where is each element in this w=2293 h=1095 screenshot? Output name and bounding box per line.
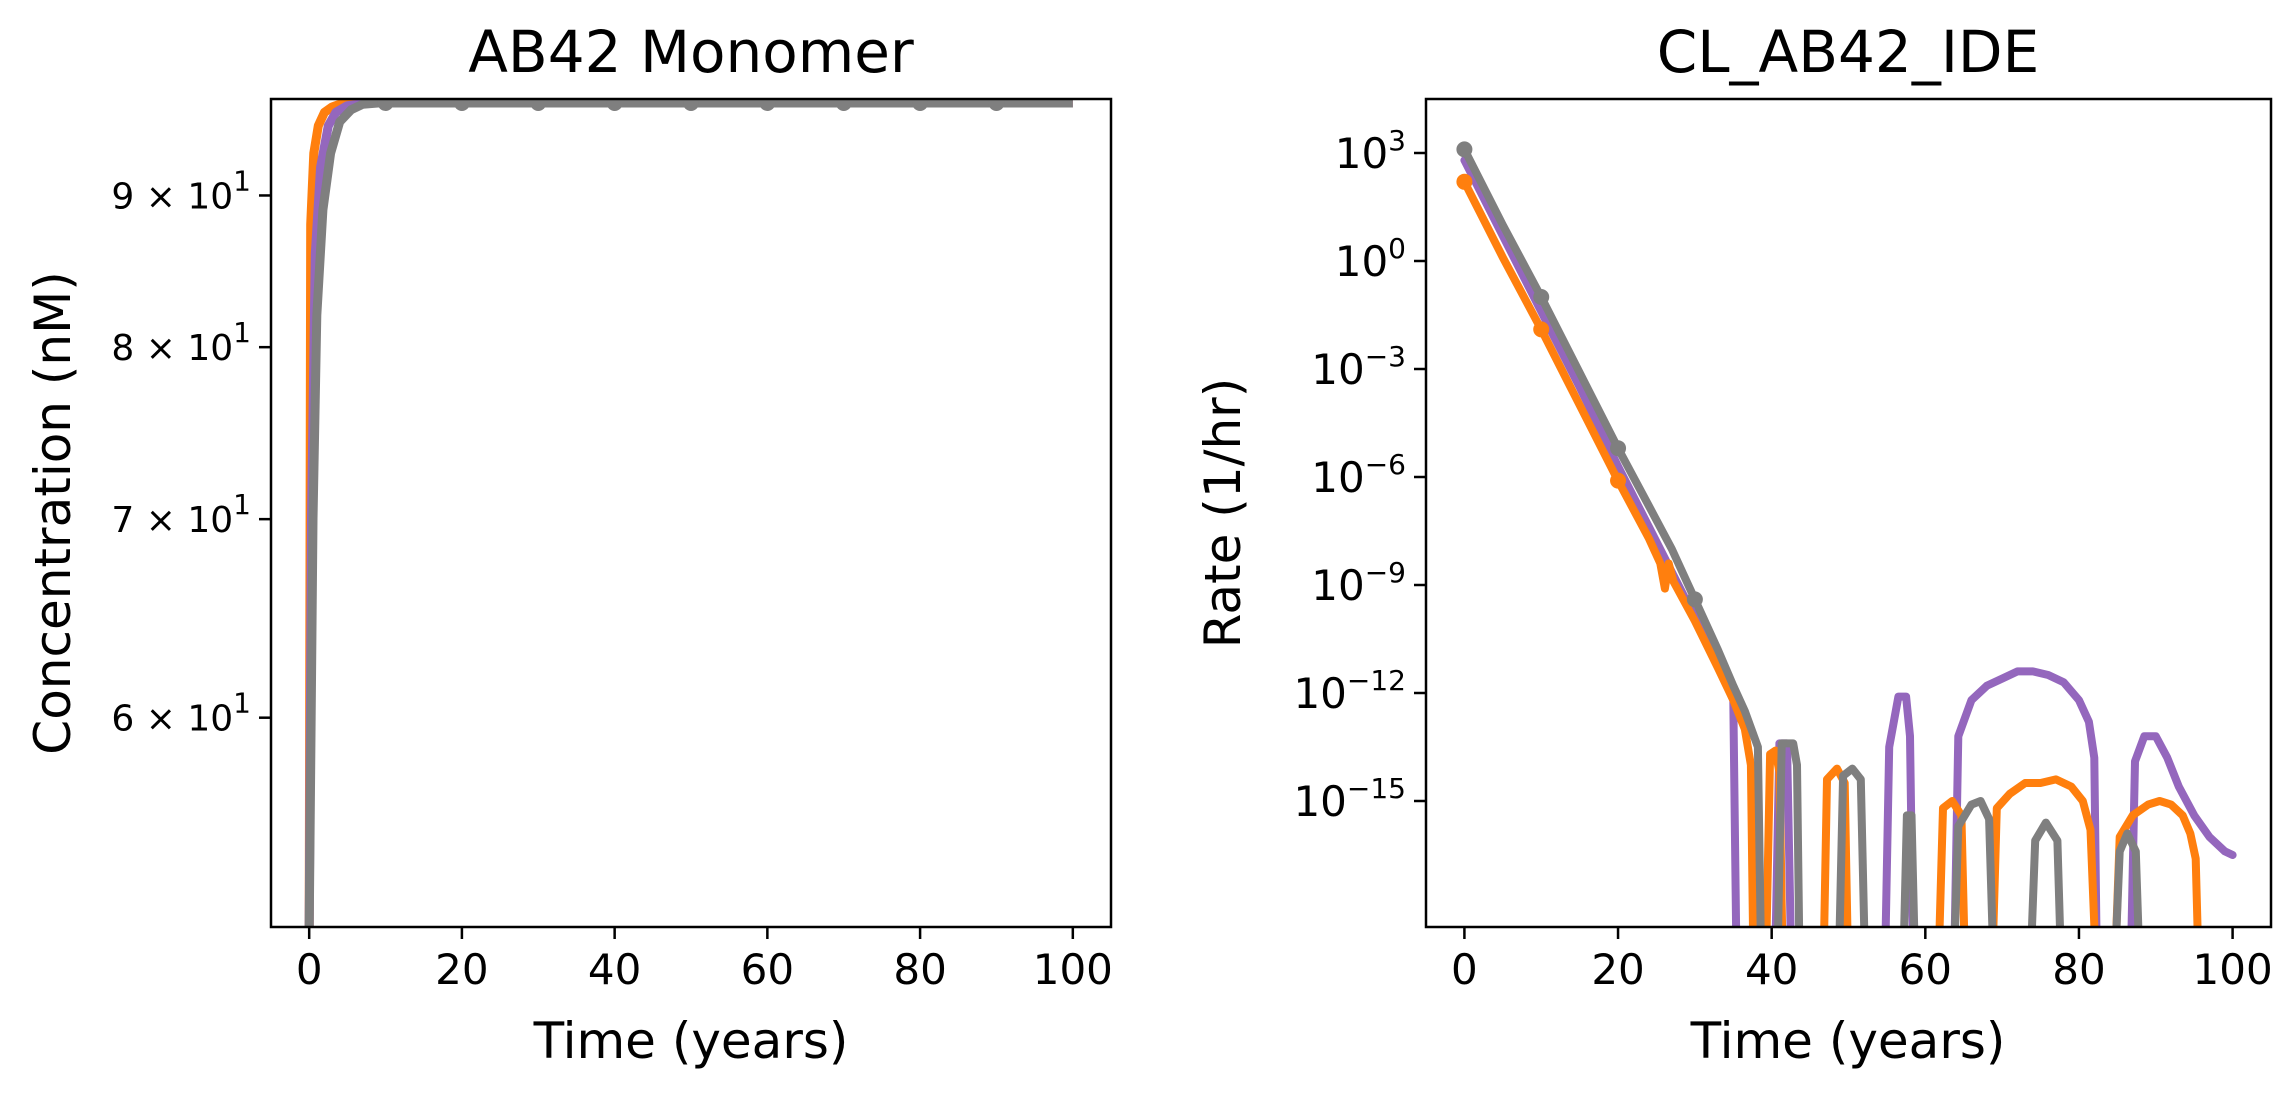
y-tick-label: 10−6	[1311, 448, 1406, 502]
y-tick-label: 103	[1335, 124, 1406, 178]
series-marker	[453, 99, 470, 111]
x-tick-label: 100	[2193, 945, 2273, 994]
series-marker	[1610, 440, 1627, 457]
y-axis-label: Rate (1/hr)	[1194, 378, 1252, 648]
y-axis-label: Concentration (nM)	[24, 271, 82, 754]
series-line-0	[304, 99, 1073, 927]
x-tick-label: 0	[296, 945, 323, 994]
y-tick-base: 10	[1311, 453, 1364, 502]
y-tick-exponent: −12	[1347, 664, 1406, 697]
chart-cl-ab42-ide: CL_AB42_IDE 0 20 40 60 80 100 10310010−310−61…	[1194, 18, 2273, 1070]
y-tick-base: 8 × 10	[111, 328, 233, 369]
series-line-1-segment-3	[1935, 797, 1969, 927]
x-tick-label: 80	[893, 945, 946, 994]
series-line-2-segment-5	[2027, 818, 2064, 927]
y-tick-base: 10	[1335, 237, 1388, 286]
series-line-2-segment-2	[1835, 764, 1869, 927]
x-tick-label: 60	[1899, 945, 1952, 994]
series-line-2	[304, 99, 1073, 927]
plot-area	[304, 99, 1073, 927]
y-tick-base: 10	[1293, 669, 1346, 718]
y-tick-exponent: −6	[1365, 448, 1406, 481]
x-axis-label: Time (years)	[1690, 1012, 2006, 1070]
chart-title: AB42 Monomer	[468, 18, 914, 86]
series-line-0-segment-4	[2127, 732, 2237, 927]
series-marker	[759, 99, 776, 111]
y-tick-label: 8 × 101	[111, 316, 251, 369]
series-line-0-segment-0	[1460, 156, 1741, 927]
series-marker	[1686, 591, 1703, 608]
x-tick-label: 0	[1451, 945, 1478, 994]
x-tick-label: 20	[435, 945, 488, 994]
y-tick-label: 10−15	[1293, 772, 1406, 826]
y-tick-base: 10	[1335, 129, 1388, 178]
axes-frame	[269, 97, 1113, 929]
series-line-2-segment-6	[2112, 829, 2143, 927]
series-line-2-segment-3	[1900, 811, 1919, 927]
series-marker	[683, 99, 699, 111]
y-tick-exponent: −3	[1365, 340, 1406, 373]
series-line-1-segment-4	[1989, 775, 2099, 927]
y-tick-label: 7 × 101	[111, 488, 251, 541]
y-tick-exponent: −15	[1347, 772, 1406, 805]
x-axis: 0 20 40 60 80 100	[296, 927, 1113, 994]
series-marker	[606, 99, 623, 111]
y-tick-label: 10−3	[1311, 340, 1406, 394]
series-line-1	[304, 99, 1073, 927]
y-tick-base: 6 × 10	[111, 699, 233, 740]
series-line-0-segment-3	[1950, 667, 2101, 927]
y-tick-base: 10	[1293, 777, 1346, 826]
series-marker	[1456, 141, 1473, 158]
series-line-2-segment-1	[1774, 739, 1804, 927]
series-marker	[1610, 472, 1627, 489]
y-tick-exponent: 1	[233, 316, 251, 349]
series-marker	[377, 99, 394, 111]
y-tick-exponent: 1	[233, 687, 251, 720]
series-marker	[1533, 289, 1550, 305]
y-tick-label: 10−12	[1293, 664, 1406, 718]
series-marker	[1456, 173, 1473, 190]
y-tick-base: 10	[1311, 561, 1364, 610]
y-tick-label: 6 × 101	[111, 687, 251, 740]
y-tick-exponent: 1	[233, 164, 251, 197]
x-axis-label: Time (years)	[533, 1012, 849, 1070]
y-tick-exponent: −9	[1365, 556, 1406, 589]
axes-frame	[1424, 97, 2273, 929]
y-tick-label: 100	[1335, 232, 1406, 286]
series-line-0-segment-2	[1881, 692, 1917, 927]
y-tick-base: 7 × 10	[111, 500, 233, 541]
series-line-1-segment-0	[1460, 177, 1757, 927]
series-marker	[1533, 321, 1550, 338]
series-marker	[530, 99, 547, 111]
y-tick-base: 9 × 10	[111, 176, 233, 217]
x-tick-label: 100	[1033, 945, 1113, 994]
y-tick-label: 10−9	[1311, 556, 1406, 610]
series-marker	[912, 99, 929, 111]
x-tick-label: 60	[741, 945, 794, 994]
chart-title: CL_AB42_IDE	[1657, 18, 2040, 86]
x-tick-label: 40	[1745, 945, 1798, 994]
y-tick-label: 9 × 101	[111, 164, 251, 217]
series-marker	[988, 99, 1005, 111]
y-tick-exponent: 3	[1388, 124, 1406, 157]
x-tick-label: 20	[1591, 945, 1644, 994]
x-tick-label: 80	[2052, 945, 2105, 994]
plot-area	[1456, 141, 2237, 927]
series-line-2-segment-4	[1951, 797, 1997, 927]
y-tick-exponent: 1	[233, 488, 251, 521]
x-tick-label: 40	[588, 945, 641, 994]
series-marker	[835, 99, 852, 111]
x-axis: 0 20 40 60 80 100	[1451, 927, 2273, 994]
y-tick-exponent: 0	[1388, 232, 1406, 265]
y-tick-base: 10	[1311, 345, 1364, 394]
series-line-1-segment-5	[2112, 797, 2202, 927]
